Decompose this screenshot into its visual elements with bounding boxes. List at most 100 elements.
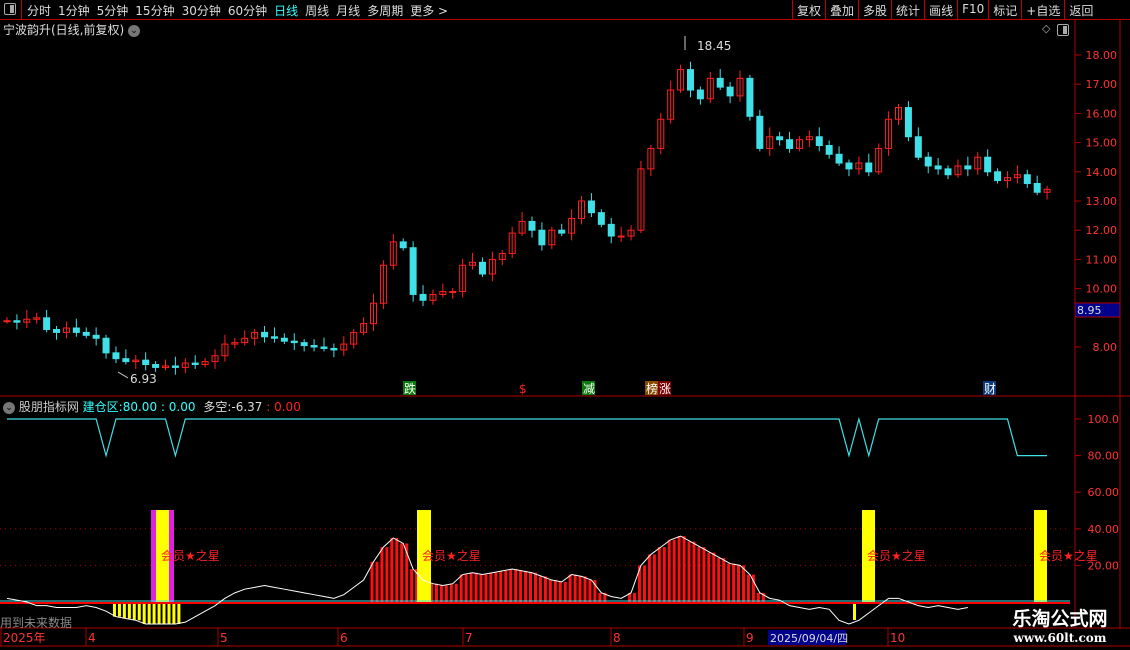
period-tab[interactable]: 1分钟: [58, 4, 90, 18]
longshort-bar: [652, 554, 656, 602]
candle-body: [825, 145, 833, 155]
panel-toggle-button[interactable]: [0, 0, 22, 20]
period-tab[interactable]: 分时: [27, 4, 52, 18]
period-tab[interactable]: 5分钟: [96, 4, 129, 18]
candle-body: [360, 323, 368, 333]
candle-body: [597, 212, 605, 225]
longshort-bar: [400, 543, 404, 602]
candle-body: [280, 337, 288, 342]
chart-title: 宁波韵升(日线,前复权) ⌄: [3, 21, 141, 38]
price-tick-label: 18.00: [1086, 49, 1118, 62]
candle-body: [716, 77, 724, 88]
panel-icon[interactable]: [1057, 21, 1069, 36]
event-marker-bg: [645, 381, 658, 395]
candle-body: [340, 343, 348, 351]
longshort-bar: [509, 569, 513, 602]
highlight-column: [1034, 510, 1047, 602]
longshort-bar: [573, 574, 577, 602]
candle-body: [429, 293, 437, 301]
watermark-url: www.60lt.com: [1013, 631, 1107, 645]
price-tick-label: 15.00: [1086, 137, 1118, 150]
indicator-name[interactable]: 股朋指标网: [18, 400, 79, 414]
longshort-bar: [761, 592, 765, 602]
period-tab[interactable]: 多周期: [367, 4, 404, 18]
toolbar-button[interactable]: 叠加: [825, 0, 858, 20]
candle-body: [300, 342, 308, 347]
toolbar-button[interactable]: 复权: [792, 0, 825, 20]
toolbar: 分时 1分钟 5分钟 15分钟 30分钟 60分钟 日线 周线 月线 多周期 更多 > 复权 叠加 多股…: [0, 0, 1130, 20]
toolbar-button[interactable]: 返回: [1064, 0, 1097, 20]
entry-zone-line: [7, 416, 1048, 458]
star-label: 会员★之星: [422, 549, 481, 563]
longshort-bar: [692, 541, 696, 602]
candle-body: [419, 293, 427, 301]
date-label: 7: [465, 631, 473, 645]
toolbar-button[interactable]: 统计: [891, 0, 924, 20]
candle-body: [686, 69, 694, 91]
longshort-bar: [647, 554, 651, 602]
candle-body: [112, 352, 120, 360]
candle-body: [261, 331, 269, 338]
candle-body: [617, 235, 625, 238]
candle-body: [538, 229, 546, 246]
longshort-bar: [593, 580, 597, 602]
longshort-line: [6, 535, 968, 625]
toolbar-button[interactable]: F10: [957, 0, 988, 20]
period-tab[interactable]: 15分钟: [135, 4, 175, 18]
candle-body: [211, 355, 219, 363]
diamond-icon[interactable]: ◇: [1042, 22, 1051, 35]
chevron-down-icon[interactable]: ⌄: [128, 24, 141, 37]
longshort-bar: [454, 583, 458, 602]
longshort-bar: [504, 570, 508, 602]
period-tab[interactable]: 日线: [274, 4, 299, 18]
longshort-bar: [489, 572, 493, 602]
longshort-bar: [444, 585, 448, 602]
period-tab[interactable]: 60分钟: [227, 4, 268, 18]
entry-zone-value2: : 0.00: [160, 400, 196, 414]
longshort-bar: [390, 537, 394, 602]
date-label: 8: [613, 631, 621, 645]
longshort-bar: [395, 537, 399, 602]
negative-bar: [122, 602, 126, 619]
event-marker-bg: [403, 381, 416, 395]
candle-body: [478, 261, 486, 275]
period-tab[interactable]: 周线: [305, 4, 330, 18]
candle-body: [152, 364, 160, 368]
longshort-bar: [563, 581, 567, 602]
longshort-bar: [469, 572, 473, 602]
toolbar-button[interactable]: 画线: [924, 0, 957, 20]
negative-bar: [127, 602, 131, 619]
candle-body: [786, 139, 794, 149]
longshort-bar: [484, 574, 488, 602]
candle-body: [578, 200, 586, 220]
toolbar-button[interactable]: 多股: [858, 0, 891, 20]
candle-body: [508, 232, 516, 255]
longshort-value2: : 0.00: [266, 400, 301, 414]
candle-body: [469, 261, 477, 266]
price-tick-label: 11.00: [1086, 253, 1118, 266]
candle-body: [221, 343, 229, 357]
candle-body: [954, 165, 962, 176]
high-label: 18.45: [697, 39, 731, 53]
longshort-bar: [380, 547, 384, 602]
low-pointer: [117, 371, 129, 379]
longshort-bar: [558, 581, 562, 602]
candle-body: [1023, 174, 1031, 184]
candle-body: [498, 253, 506, 260]
candle-body: [726, 86, 734, 97]
longshort-bar: [732, 563, 736, 602]
chevron-down-icon[interactable]: ⌄: [3, 401, 15, 414]
longshort-bar: [722, 558, 726, 602]
period-tab[interactable]: 月线: [336, 4, 361, 18]
candle-body: [449, 291, 457, 294]
negative-bar: [177, 602, 181, 624]
period-tab[interactable]: 30分钟: [181, 4, 221, 18]
longshort-bar: [687, 541, 691, 602]
toolbar-button[interactable]: 标记: [988, 0, 1021, 20]
indicator-tick-label: 100.0: [1088, 413, 1120, 426]
toolbar-button[interactable]: +自选: [1021, 0, 1064, 20]
period-tab[interactable]: 更多 >: [410, 4, 449, 18]
watermark: 乐淘公式网 www.60lt.com: [990, 604, 1130, 645]
longshort-bar: [459, 574, 463, 602]
